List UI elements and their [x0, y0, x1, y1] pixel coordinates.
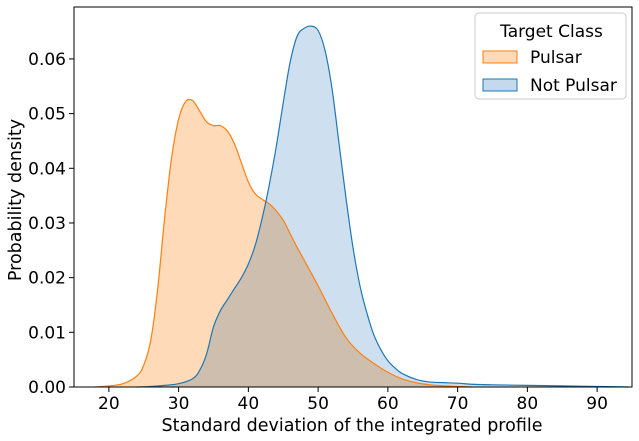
y-tick-label: 0.06 — [28, 50, 66, 70]
x-tick-label: 20 — [98, 394, 120, 414]
y-tick-label: 0.02 — [28, 269, 66, 289]
legend-label-pulsar: Pulsar — [530, 48, 582, 68]
legend-swatch-not-pulsar — [482, 78, 518, 92]
density-areas — [94, 25, 629, 388]
legend: Target Class Pulsar Not Pulsar — [474, 12, 627, 100]
legend-title: Target Class — [499, 22, 603, 42]
legend-swatch-pulsar — [482, 50, 518, 64]
x-axis-label: Standard deviation of the integrated pro… — [162, 416, 543, 436]
x-tick-label: 40 — [238, 394, 260, 414]
x-axis-ticks: 20 30 40 50 60 70 80 90 — [98, 387, 608, 414]
density-line-pulsar — [94, 98, 472, 388]
legend-box — [474, 12, 627, 100]
y-axis-label: Probability density — [6, 119, 26, 281]
density-line-not-pulsar — [136, 25, 629, 388]
y-tick-label: 0.05 — [28, 105, 66, 125]
y-tick-label: 0.03 — [28, 214, 66, 234]
x-tick-label: 90 — [586, 394, 608, 414]
x-tick-label: 80 — [517, 394, 539, 414]
y-tick-label: 0.01 — [28, 323, 66, 343]
y-axis-ticks: 0.00 0.01 0.02 0.03 0.04 0.05 0.06 — [28, 50, 74, 398]
y-tick-label: 0.04 — [28, 159, 66, 179]
x-tick-label: 60 — [377, 394, 399, 414]
plot-frame — [73, 6, 633, 388]
area-fill-not-pulsar — [136, 26, 629, 387]
x-tick-label: 50 — [307, 394, 329, 414]
legend-label-not-pulsar: Not Pulsar — [530, 76, 617, 96]
plot-border — [73, 6, 633, 388]
y-tick-label: 0.00 — [28, 378, 66, 398]
x-tick-label: 30 — [168, 394, 190, 414]
x-tick-label: 70 — [447, 394, 469, 414]
